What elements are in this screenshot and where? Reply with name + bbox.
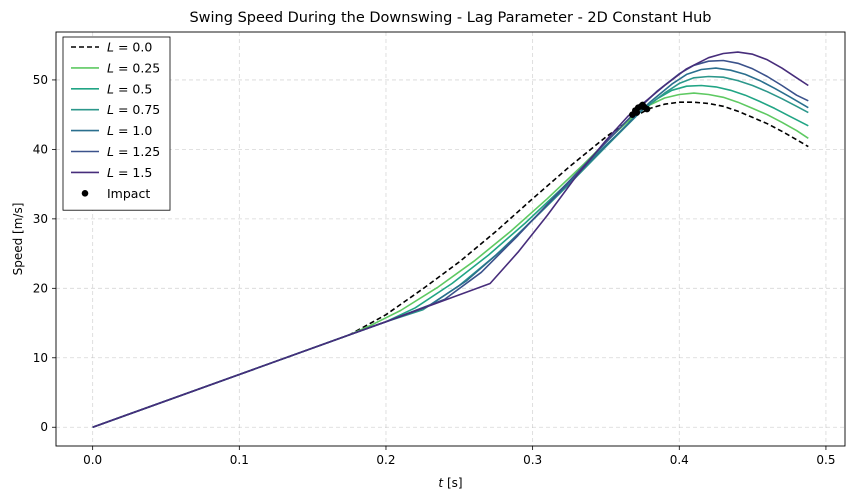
- x-tick-label: 0.2: [376, 453, 395, 467]
- legend-label: Impact: [107, 186, 150, 201]
- impact-point: [643, 105, 651, 113]
- y-axis-ticks: 0 10 20 30 40 50: [33, 73, 56, 434]
- impact-point: [639, 101, 646, 109]
- x-tick-label: 0.4: [670, 453, 689, 467]
- legend: L = 0.0 L = 0.25 L = 0.5 L = 0.75 L = 1.0 L =…: [62, 36, 171, 211]
- x-tick-label: 0.1: [230, 453, 249, 467]
- y-tick-label: 40: [33, 142, 48, 156]
- plot-frame: [55, 31, 846, 447]
- impact-markers: [629, 101, 651, 118]
- legend-marker: [81, 190, 89, 197]
- legend-box: [62, 36, 171, 211]
- x-tick-label: 0.0: [83, 453, 102, 467]
- legend-label: L = 1.5: [107, 165, 152, 180]
- legend-label: L = 1.25: [107, 144, 160, 159]
- x-axis-ticks: 0.0 0.1 0.2 0.3 0.4 0.5: [83, 446, 835, 467]
- x-tick-label: 0.5: [816, 453, 835, 467]
- legend-label: L = 1.0: [107, 123, 152, 138]
- y-tick-label: 20: [33, 281, 48, 295]
- legend-label: L = 0.25: [107, 60, 160, 75]
- series-line: [92, 101, 809, 428]
- legend-label: L = 0.0: [107, 40, 152, 55]
- legend-label: L = 0.5: [107, 81, 152, 96]
- y-tick-label: 0: [40, 420, 48, 434]
- legend-label: L = 0.75: [107, 102, 160, 117]
- chart-title: Swing Speed During the Downswing - Lag P…: [189, 10, 711, 26]
- grid-lines: [56, 32, 845, 446]
- y-axis-label: Speed [m/s]: [11, 203, 25, 276]
- y-tick-label: 30: [33, 212, 48, 226]
- series-line: [92, 51, 809, 428]
- y-tick-label: 10: [33, 351, 48, 365]
- y-tick-label: 50: [33, 73, 48, 87]
- x-tick-label: 0.3: [523, 453, 542, 467]
- x-axis-label: t [s]: [438, 476, 462, 490]
- impact-point: [633, 109, 641, 116]
